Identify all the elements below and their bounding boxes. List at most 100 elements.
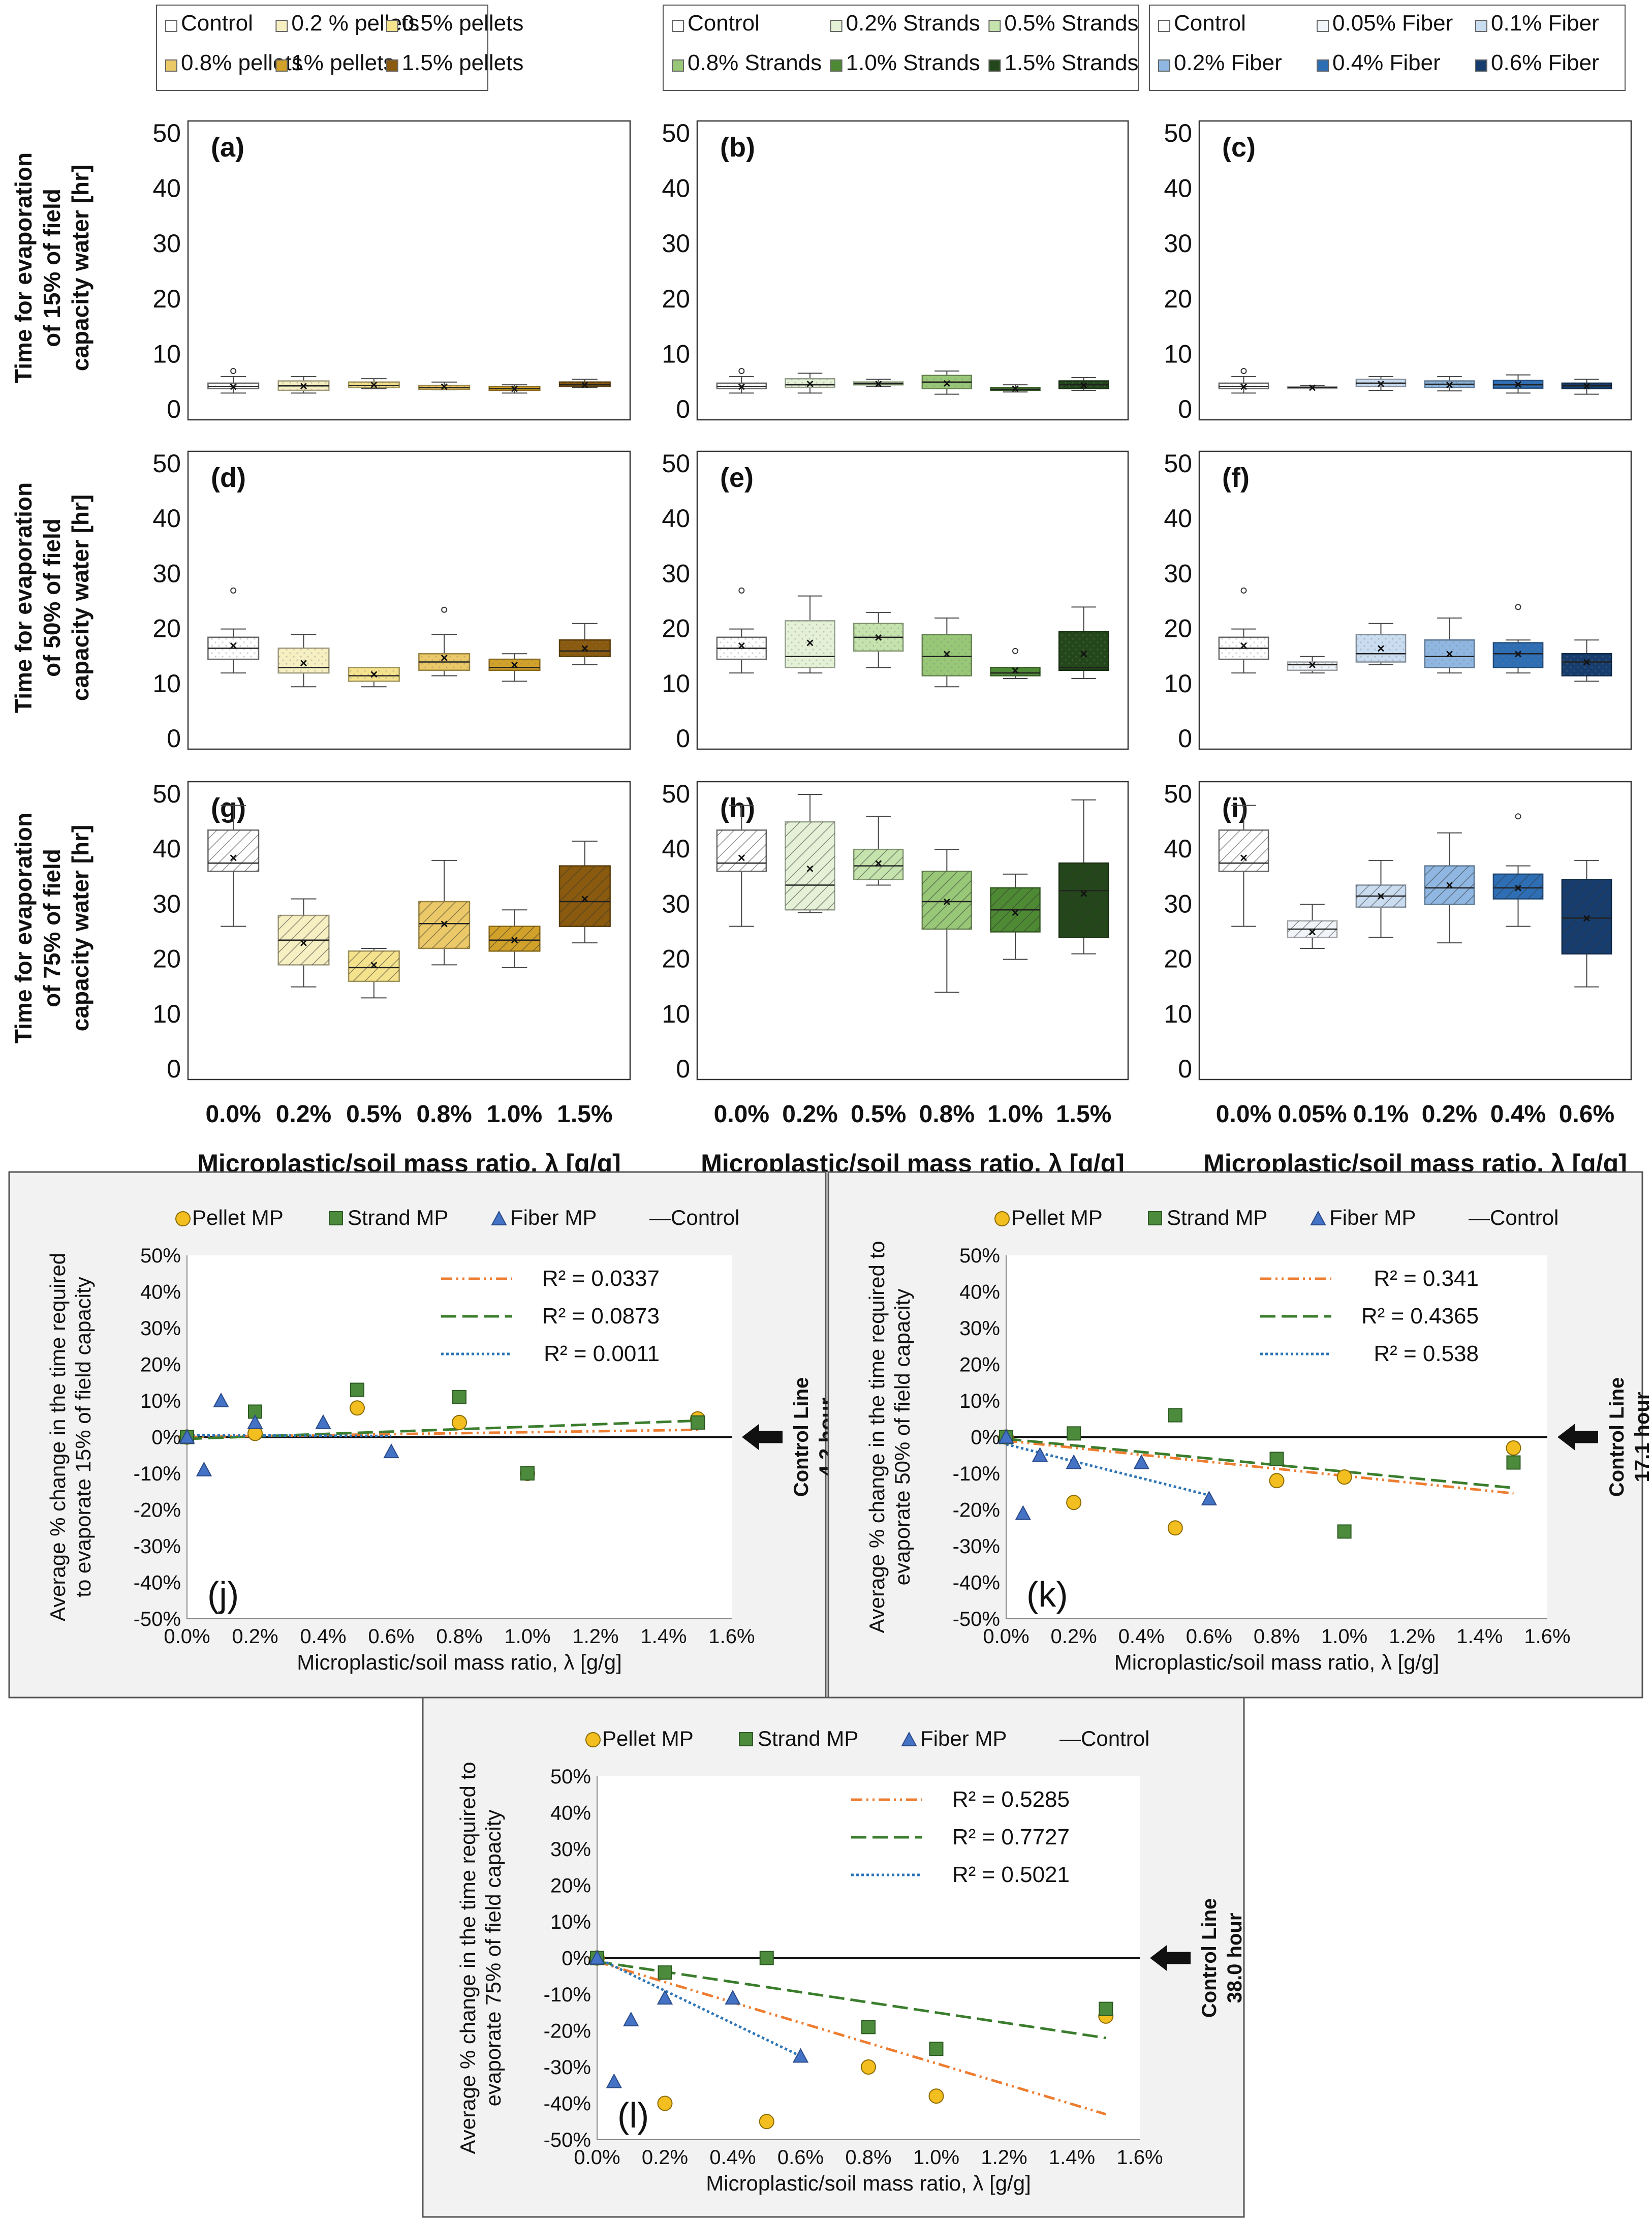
box-1: × — [785, 373, 835, 394]
box-0: × — [207, 367, 260, 394]
box-texture — [349, 951, 399, 981]
y-tick-label: -10% — [134, 1463, 181, 1485]
outlier-point — [441, 606, 448, 613]
fiber-point — [606, 2073, 622, 2088]
y-tick-label: -50% — [953, 1608, 1000, 1630]
y-axis-title: Average % change in the time required to… — [865, 1241, 914, 1633]
box-2: × — [853, 816, 904, 886]
strand-point — [691, 1415, 705, 1430]
strand-point — [1506, 1455, 1521, 1470]
legend-swatch — [1475, 59, 1487, 72]
box-4: × — [488, 653, 541, 682]
box-2: × — [1355, 376, 1407, 391]
pellet-point — [350, 1400, 365, 1416]
y-tick-label: -30% — [544, 2056, 591, 2079]
scatter-panels: 50%40%30%20%10%0%-10%-20%-30%-40%-50%0.0… — [8, 1171, 1652, 2218]
trendline-fiber — [1006, 1443, 1209, 1497]
y-tick-label: -50% — [134, 1608, 181, 1630]
box-0: × — [716, 367, 767, 394]
mean-marker: × — [738, 638, 745, 653]
plot-frame — [696, 781, 1129, 1081]
outlier-point — [1240, 587, 1247, 594]
legend-label: 0.2% Fiber — [1174, 50, 1282, 75]
y-tick-label: 50 — [1164, 449, 1192, 478]
mean-marker: × — [370, 666, 378, 682]
x-tick-label: 0.4% — [300, 1625, 346, 1648]
y-tick-label: 40% — [550, 1802, 591, 1825]
mean-marker: × — [806, 861, 814, 876]
legend-strand-label: Strand MP — [758, 1726, 858, 1750]
y-tick-label: 40 — [1164, 835, 1192, 863]
box-5: × — [558, 623, 611, 665]
r2-label-fiber: R² = 0.5021 — [952, 1862, 1070, 1887]
control-line-value: 17.1 hour — [1631, 1392, 1652, 1483]
mean-marker: × — [581, 891, 588, 907]
fiber-point — [1066, 1454, 1082, 1469]
y-tick-label: 20 — [662, 285, 690, 313]
y-tick-label: 10% — [140, 1390, 181, 1412]
strand-point — [520, 1466, 535, 1481]
scatter-panel-l: 50% 40% 30% 20% 10% 0% -10% -20% -30% -40% -50%0.0… — [422, 1697, 1246, 2218]
legend-pellet-label: Pellet MP — [1011, 1206, 1103, 1229]
x-tick-label: 0.05% — [1277, 1101, 1347, 1128]
r2-label-pellet: R² = 0.0337 — [542, 1266, 660, 1291]
fiber-point — [196, 1461, 212, 1476]
y-tick-label: 50 — [662, 449, 690, 478]
fiber-point — [315, 1414, 331, 1429]
trendline-fiber — [596, 1957, 801, 2057]
box-panel-c: 0 10 20 30 40 50 (c) × × × × × × — [1164, 119, 1632, 423]
y-tick-label: 50 — [152, 449, 181, 478]
legend-label: 1.5% pellets — [402, 50, 524, 75]
outlier-point — [1515, 813, 1521, 820]
y-tick-label: 0 — [676, 395, 690, 423]
box-texture — [349, 667, 399, 682]
outlier-point — [1012, 648, 1018, 654]
r2-label-fiber: R² = 0.538 — [1374, 1341, 1479, 1366]
legend-fiber: Control 0.05% Fiber 0.1% Fiber 0.2% Fiber 0.… — [1149, 5, 1626, 91]
ylabel-line: evaporate 75% of field capacity — [481, 1810, 505, 2107]
control-line-value: 38.0 hour — [1224, 1913, 1246, 2003]
mean-marker: × — [1446, 646, 1453, 661]
fiber-point — [589, 1950, 605, 1965]
ylabel-line: Average % change in the time required to — [456, 1762, 480, 2154]
mean-marker: × — [370, 377, 378, 392]
y-tick-label: 40 — [662, 504, 690, 533]
control-line-label: Control Line 38.0 hour — [1198, 1898, 1246, 2018]
pellet-point — [452, 1414, 467, 1430]
box-plot-grid: Time for evaporation of 15% of field capac… — [10, 119, 1632, 1178]
legend-label: 1.0% Strands — [846, 50, 980, 75]
strand-point — [350, 1382, 364, 1397]
box-panel-e: 0 10 20 30 40 50 (e) × × × × × × — [662, 449, 1129, 753]
y-tick-label: 10 — [662, 340, 690, 368]
box-texture — [1356, 634, 1406, 662]
pellet-point — [1167, 1520, 1183, 1536]
mean-marker: × — [370, 957, 378, 972]
fiber-point — [213, 1392, 229, 1407]
mean-marker: × — [300, 656, 307, 671]
panel-label: (f) — [1222, 462, 1250, 493]
ylabel-line: of 15% of field — [39, 189, 65, 347]
legend-fiber-label: Fiber MP — [920, 1726, 1007, 1750]
mean-marker: × — [875, 376, 882, 391]
y-tick-label: 30 — [152, 559, 181, 588]
mean-marker: × — [806, 635, 814, 651]
legend-swatch — [1158, 59, 1170, 72]
box-0: × — [207, 587, 260, 674]
box-4: × — [1492, 374, 1544, 394]
ylabel-line: of 75% of field — [39, 849, 65, 1007]
y-tick-label: 0 — [676, 724, 690, 753]
scatter-panel-k: 50% 40% 30% 20% 10% 0% -10% -20% -30% -40% -50%0.0… — [827, 1171, 1652, 1699]
legend-swatch — [1475, 20, 1487, 32]
y-axis-title: Average % change in the time required to… — [456, 1762, 505, 2154]
box-3: × — [1424, 832, 1475, 944]
y-tick-label: 10 — [662, 1000, 690, 1028]
y-tick-label: 0 — [1178, 1055, 1192, 1083]
r2-label-pellet: R² = 0.341 — [1374, 1266, 1479, 1291]
x-tick-label: 0.0% — [983, 1625, 1029, 1648]
y-tick-label: 40 — [662, 174, 690, 203]
box-panel-b: 0 10 20 30 40 50 (b) × × × × × × — [662, 119, 1129, 423]
mean-marker: × — [441, 379, 448, 394]
fiber-point — [179, 1429, 195, 1444]
